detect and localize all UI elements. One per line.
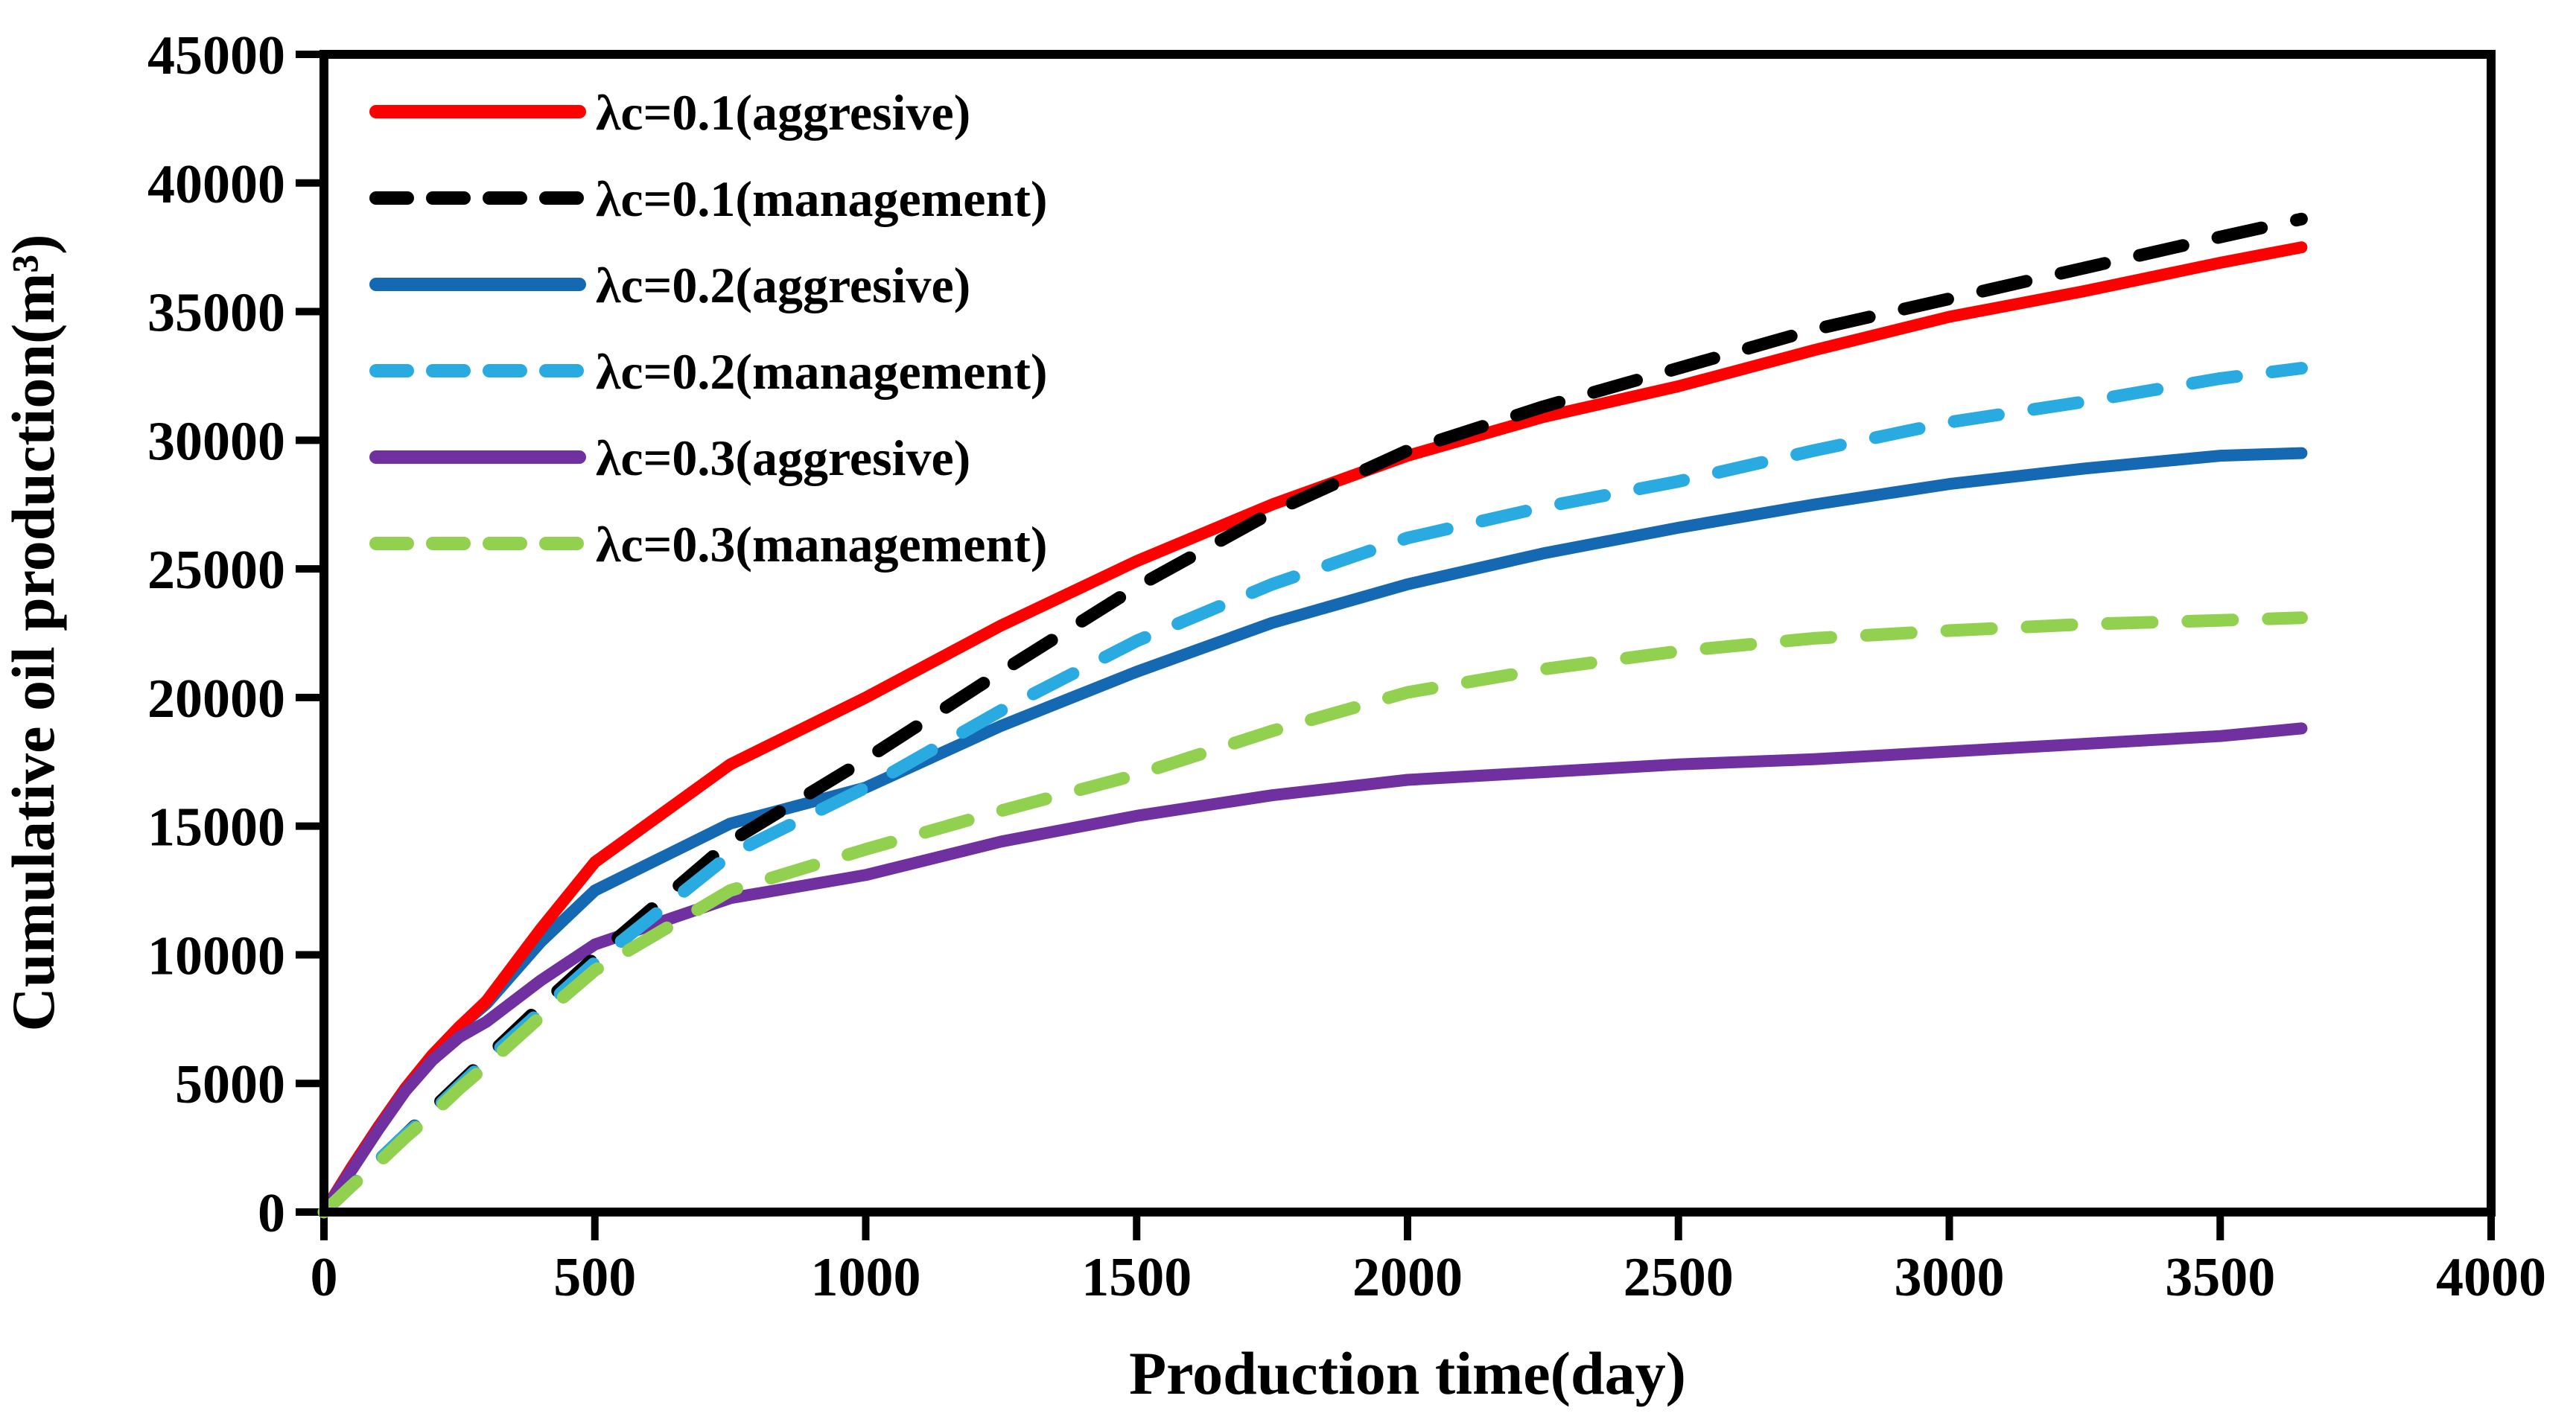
x-tick-label: 2500 [1623, 1247, 1734, 1308]
series-line [318, 722, 2308, 1218]
legend-label: λc=0.1(management) [596, 170, 1048, 227]
y-tick-label: 20000 [147, 669, 285, 730]
y-tick-label: 45000 [147, 25, 285, 86]
legend-label: λc=0.2(aggresive) [596, 257, 970, 313]
plot-border [319, 50, 2496, 1217]
legend: λc=0.1(aggresive) λc=0.1(management) λc=0.… [369, 84, 1048, 573]
x-axis-title: Production time(day) [1129, 1339, 1686, 1407]
y-tick-label: 30000 [147, 411, 285, 472]
axis-ticks: 0 500 1000 1500 2000 2500 3000 3500 400005000100… [147, 25, 2546, 1308]
x-tick-label: 0 [311, 1247, 338, 1308]
legend-item: λc=0.3(management) [369, 516, 1048, 573]
x-tick-label: 3500 [2165, 1247, 2275, 1308]
series-lines [317, 212, 2308, 1219]
legend-item: λc=0.2(management) [369, 343, 1048, 400]
y-tick-label: 35000 [147, 283, 285, 344]
y-tick-label: 15000 [147, 797, 285, 858]
x-tick-label: 2000 [1352, 1247, 1463, 1308]
legend-item: λc=0.2(aggresive) [369, 257, 970, 313]
x-tick-label: 4000 [2436, 1247, 2546, 1308]
legend-item: λc=0.3(aggresive) [369, 430, 970, 486]
legend-item: λc=0.1(aggresive) [369, 84, 970, 141]
series-line [317, 611, 2308, 1219]
x-tick-label: 1000 [811, 1247, 921, 1308]
legend-label: λc=0.3(aggresive) [596, 430, 970, 486]
legend-item: λc=0.1(management) [369, 170, 1048, 227]
x-tick-label: 3000 [1895, 1247, 2005, 1308]
x-tick-label: 500 [553, 1247, 636, 1308]
legend-label: λc=0.2(management) [596, 343, 1048, 400]
y-tick-label: 10000 [147, 925, 285, 986]
y-axis-title: Cumulative oil production(m³) [0, 235, 67, 1032]
legend-label: λc=0.3(management) [596, 516, 1048, 573]
y-tick-label: 25000 [147, 540, 285, 601]
legend-label: λc=0.1(aggresive) [596, 84, 970, 141]
y-tick-label: 40000 [147, 154, 285, 215]
y-tick-label: 5000 [175, 1054, 285, 1115]
x-tick-label: 1500 [1081, 1247, 1192, 1308]
y-tick-label: 0 [258, 1183, 285, 1244]
